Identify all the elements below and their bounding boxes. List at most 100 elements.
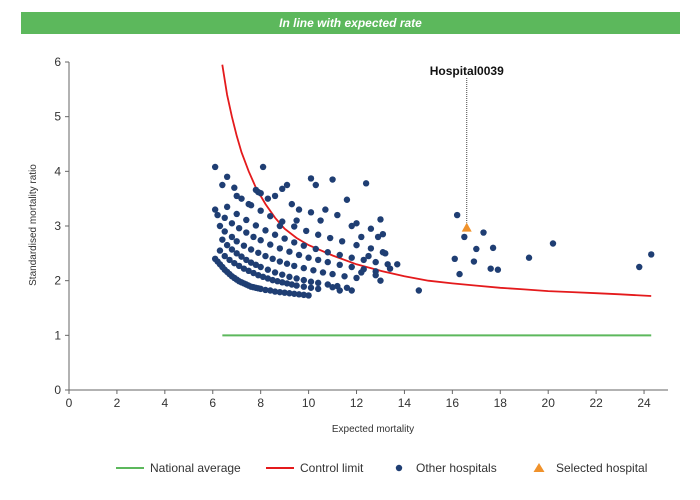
hospital-point	[231, 259, 238, 267]
hospital-point	[252, 186, 260, 194]
x-axis-label: Expected mortality	[332, 424, 414, 435]
hospital-point	[257, 190, 264, 197]
hospital-point	[269, 276, 276, 284]
hospital-point	[348, 254, 355, 261]
hospital-point	[216, 222, 224, 230]
hospital-point	[329, 270, 336, 278]
hospital-point	[295, 251, 303, 259]
hospital-point	[221, 252, 228, 260]
hospital-point	[283, 260, 291, 267]
hospital-point	[324, 281, 331, 288]
hospital-point	[326, 234, 334, 242]
hospital-point	[243, 256, 250, 264]
hospital-point	[310, 267, 317, 274]
x-tick-label: 0	[66, 396, 73, 410]
hospital-point	[353, 241, 360, 249]
hospital-point	[336, 251, 343, 259]
legend-selected-hospital-label: Selected hospital	[556, 461, 647, 475]
legend-national-average-label: National average	[150, 461, 241, 475]
hospital-point	[341, 273, 348, 280]
hospital-point	[348, 222, 355, 230]
hospital-point	[451, 255, 458, 262]
hospital-point	[382, 250, 389, 257]
hospital-point	[271, 288, 279, 295]
hospital-point	[279, 279, 286, 286]
legend-selected-hospital-swatch	[533, 463, 545, 472]
hospital-point	[281, 289, 288, 296]
hospital-point	[305, 254, 312, 261]
hospital-point	[473, 245, 480, 253]
x-tick-label: 14	[398, 396, 412, 410]
hospital-point	[300, 291, 308, 299]
hospital-point	[293, 217, 300, 224]
hospital-point	[329, 176, 336, 183]
hospital-point	[374, 233, 382, 241]
hospital-point	[233, 250, 240, 257]
chart-legend: National average Control limit Other hos…	[116, 461, 647, 475]
hospital-point	[336, 261, 343, 269]
y-axis-label: Standardised mortality ratio	[28, 164, 39, 286]
hospital-point	[365, 252, 372, 260]
hospital-point	[233, 238, 240, 245]
hospital-point	[295, 206, 303, 213]
hospital-point	[267, 287, 274, 294]
hospital-point	[303, 227, 310, 235]
hospital-point	[456, 270, 463, 278]
legend-other-hospitals-label: Other hospitals	[416, 461, 497, 475]
hospital-point	[245, 200, 252, 208]
hospital-point	[228, 220, 236, 227]
hospital-point	[267, 212, 274, 220]
hospital-point	[394, 261, 401, 268]
hospital-point	[250, 269, 257, 277]
hospital-point	[348, 263, 355, 271]
hospital-point	[367, 245, 375, 252]
hospital-point	[453, 211, 461, 219]
hospital-point	[259, 163, 267, 171]
hospital-point	[353, 274, 360, 282]
x-tick-label: 2	[114, 396, 121, 410]
hospital-point	[362, 180, 370, 187]
hospital-point	[238, 195, 245, 202]
hospital-point	[648, 251, 655, 258]
y-tick-label: 4	[54, 164, 61, 178]
plot-series: Hospital0039	[211, 64, 655, 337]
hospital-point	[286, 273, 293, 281]
hospital-point	[324, 258, 331, 266]
x-tick-label: 16	[446, 396, 460, 410]
hospital-point	[247, 259, 255, 266]
hospital-point	[283, 280, 291, 287]
hospital-point	[271, 192, 279, 200]
hospital-point	[291, 223, 298, 230]
hospital-point	[235, 262, 243, 270]
hospital-point	[377, 277, 384, 284]
hospital-point	[295, 291, 303, 298]
hospital-point	[377, 216, 384, 223]
hospital-point	[372, 258, 379, 266]
hospital-point	[329, 284, 336, 291]
x-tick-label: 6	[209, 396, 216, 410]
hospital-point	[233, 192, 240, 200]
hospital-point	[286, 248, 293, 255]
hospital-point	[470, 258, 478, 265]
hospital-point	[252, 222, 260, 229]
hospital-point	[276, 222, 284, 230]
hospital-point	[293, 275, 300, 282]
hospital-point	[293, 282, 300, 289]
hospital-point	[487, 265, 494, 272]
hospital-point	[353, 220, 360, 227]
x-tick-label: 18	[494, 396, 508, 410]
hospital-point	[262, 252, 269, 260]
hospital-point	[252, 261, 260, 269]
hospital-point	[228, 246, 236, 253]
hospital-point	[221, 228, 228, 235]
hospital-point	[461, 233, 468, 241]
hospital-point	[348, 287, 355, 294]
hospital-point	[314, 285, 322, 293]
x-tick-label: 4	[161, 396, 168, 410]
hospital-point	[334, 211, 341, 219]
hospital-point	[257, 237, 264, 244]
hospital-point	[300, 276, 308, 284]
hospital-point	[312, 181, 319, 189]
